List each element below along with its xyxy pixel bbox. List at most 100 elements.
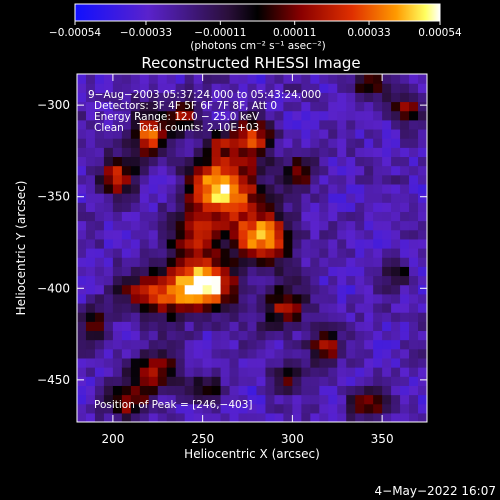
heatmap-cell	[247, 339, 258, 350]
heatmap-cell	[94, 83, 105, 93]
heatmap-cell	[409, 83, 419, 93]
heatmap-cell	[238, 275, 249, 286]
heatmap-cell	[157, 248, 168, 258]
heatmap-cell	[121, 339, 132, 350]
heatmap-cell	[175, 193, 186, 203]
heatmap-cell	[274, 330, 285, 341]
heatmap-cell	[283, 348, 293, 359]
heatmap-cell	[292, 101, 302, 112]
heatmap-cell	[121, 92, 132, 103]
heatmap-cell	[373, 275, 383, 286]
heatmap-cell	[77, 147, 87, 158]
heatmap-cell	[265, 238, 276, 249]
heatmap-cell	[85, 312, 96, 322]
heatmap-cell	[103, 266, 114, 277]
heatmap-cell	[400, 220, 410, 231]
heatmap-cell	[220, 266, 231, 277]
heatmap-cell	[184, 293, 195, 304]
heatmap-cell	[211, 385, 222, 396]
heatmap-cell	[328, 412, 338, 422]
heatmap-cell	[229, 357, 240, 368]
heatmap-cell	[346, 238, 356, 249]
heatmap-cell	[382, 174, 392, 185]
heatmap-cell	[175, 119, 186, 130]
heatmap-cell	[364, 367, 374, 377]
heatmap-cell	[202, 229, 213, 240]
heatmap-cell	[139, 101, 150, 112]
heatmap-cell	[238, 202, 249, 212]
x-tick-label: 300	[281, 432, 304, 446]
heatmap-cell	[220, 275, 231, 286]
heatmap-cell	[211, 165, 222, 176]
heatmap-cell	[355, 183, 365, 194]
heatmap-cell	[274, 193, 285, 203]
heatmap-cell	[148, 394, 159, 405]
heatmap-cell	[184, 339, 195, 350]
heatmap-cell	[346, 302, 356, 313]
heatmap-cell	[328, 211, 338, 222]
heatmap-cell	[103, 238, 114, 249]
heatmap-cell	[256, 248, 267, 258]
heatmap-cell	[283, 183, 293, 194]
heatmap-cell	[409, 403, 419, 414]
plot-frame	[76, 73, 428, 423]
heatmap-cell	[409, 385, 419, 396]
heatmap-cell	[184, 119, 195, 130]
heatmap-cell	[229, 248, 240, 258]
heatmap-cell	[112, 266, 123, 277]
heatmap-cell	[256, 174, 267, 185]
heatmap-cell	[346, 312, 356, 322]
heatmap-cell	[310, 110, 320, 121]
heatmap-cell	[292, 403, 302, 414]
heatmap-cell	[211, 128, 222, 139]
heatmap-cell	[157, 193, 168, 203]
heatmap-cell	[139, 174, 150, 185]
heatmap-cell	[247, 110, 258, 121]
heatmap-cell	[337, 257, 347, 267]
heatmap-cell	[211, 220, 222, 231]
heatmap-cell	[256, 275, 267, 286]
heatmap-cell	[193, 202, 204, 212]
heatmap-cell	[139, 74, 150, 84]
heatmap-cell	[139, 128, 150, 139]
heatmap-cell	[355, 376, 365, 386]
heatmap-cell	[292, 257, 302, 267]
heatmap-cell	[391, 238, 401, 249]
heatmap-cell	[148, 193, 159, 203]
heatmap-cell	[211, 202, 222, 212]
heatmap-cell	[130, 238, 141, 249]
heatmap-cell	[400, 110, 410, 121]
y-tick-label: −350	[37, 190, 70, 204]
heatmap-cell	[121, 183, 132, 194]
heatmap-cell	[148, 183, 159, 194]
heatmap-cell	[301, 238, 311, 249]
heatmap-cell	[337, 174, 347, 185]
heatmap-cell	[400, 357, 410, 368]
heatmap-cell	[202, 165, 213, 176]
heatmap-cell	[382, 385, 392, 396]
heatmap-cell	[103, 357, 114, 368]
heatmap-cell	[148, 238, 159, 249]
heatmap-cell	[382, 193, 392, 203]
heatmap-cell	[184, 321, 195, 332]
heatmap-cell	[85, 211, 96, 222]
heatmap-cell	[157, 119, 168, 130]
heatmap-cell	[283, 138, 293, 148]
heatmap-cell	[292, 412, 302, 422]
heatmap-cell	[283, 312, 293, 322]
heatmap-cell	[283, 385, 293, 396]
heatmap-cell	[85, 183, 96, 194]
heatmap-cell	[121, 74, 132, 84]
heatmap-cell	[85, 357, 96, 368]
heatmap-cell	[148, 229, 159, 240]
heatmap-cell	[130, 330, 141, 341]
heatmap-cell	[328, 110, 338, 121]
heatmap-cell	[94, 248, 105, 258]
heatmap-cell	[346, 293, 356, 304]
heatmap-cell	[112, 229, 123, 240]
heatmap-cell	[310, 156, 320, 167]
heatmap-cell	[85, 83, 96, 93]
heatmap-cell	[103, 138, 114, 148]
heatmap-cell	[364, 110, 374, 121]
heatmap-cell	[328, 202, 338, 212]
